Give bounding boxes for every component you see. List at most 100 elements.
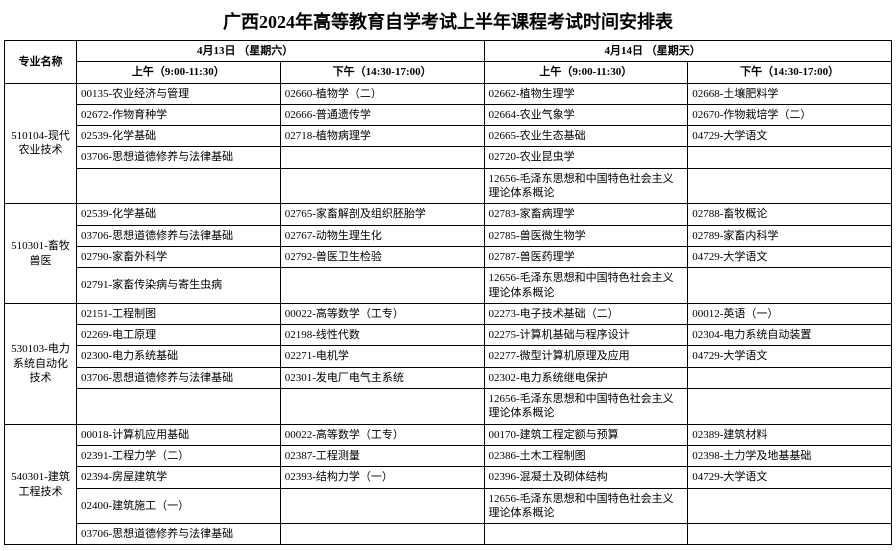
course-cell: 02664-农业气象学 [484,104,688,125]
course-cell: 02389-建筑材料 [688,424,892,445]
header-pm-a: 下午（14:30-17:00） [280,62,484,83]
table-row: 02269-电工原理02198-线性代数02275-计算机基础与程序设计0230… [5,325,892,346]
course-cell: 12656-毛泽东思想和中国特色社会主义理论体系概论 [484,488,688,524]
course-cell: 02539-化学基础 [77,126,281,147]
course-cell: 02275-计算机基础与程序设计 [484,325,688,346]
course-cell [688,524,892,545]
course-cell: 00018-计算机应用基础 [77,424,281,445]
header-pm-b: 下午（14:30-17:00） [688,62,892,83]
course-cell: 04729-大学语文 [688,467,892,488]
course-cell: 02792-兽医卫生检验 [280,246,484,267]
course-cell: 03706-思想道德修养与法律基础 [77,225,281,246]
course-cell: 02767-动物生理生化 [280,225,484,246]
course-cell: 02791-家畜传染病与寄生虫病 [77,268,281,304]
course-cell: 02668-土壤肥料学 [688,83,892,104]
course-cell [280,524,484,545]
course-cell: 00022-高等数学（工专） [280,303,484,324]
course-cell: 02387-工程测量 [280,445,484,466]
table-row: 02672-作物育种学02666-普通遗传学02664-农业气象学02670-作… [5,104,892,125]
course-cell: 02302-电力系统继电保护 [484,367,688,388]
header-date-a: 4月13日 （星期六） [77,41,485,62]
course-cell: 00022-高等数学（工专） [280,424,484,445]
course-cell [688,168,892,204]
table-row: 03706-思想道德修养与法律基础 02720-农业昆虫学 [5,147,892,168]
course-cell: 02787-兽医药理学 [484,246,688,267]
course-cell: 02398-土力学及地基基础 [688,445,892,466]
course-cell: 12656-毛泽东思想和中国特色社会主义理论体系概论 [484,389,688,425]
course-cell: 02670-作物栽培学（二） [688,104,892,125]
course-cell [688,268,892,304]
header-date-b: 4月14日 （星期天） [484,41,892,62]
course-cell: 02666-普通遗传学 [280,104,484,125]
course-cell: 02788-畜牧概论 [688,204,892,225]
course-cell: 02662-植物生理学 [484,83,688,104]
table-row: 02539-化学基础02718-植物病理学02665-农业生态基础04729-大… [5,126,892,147]
course-cell: 02720-农业昆虫学 [484,147,688,168]
course-cell: 00135-农业经济与管理 [77,83,281,104]
major-cell: 530103-电力系统自动化技术 [5,303,77,424]
table-row: 02300-电力系统基础02271-电机学02277-微型计算机原理及应用047… [5,346,892,367]
table-row: 510301-畜牧兽医02539-化学基础02765-家畜解剖及组织胚胎学027… [5,204,892,225]
course-cell [280,168,484,204]
course-cell: 02151-工程制图 [77,303,281,324]
course-cell: 02396-混凝土及砌体结构 [484,467,688,488]
header-row-dates: 专业名称 4月13日 （星期六） 4月14日 （星期天） [5,41,892,62]
course-cell: 02765-家畜解剖及组织胚胎学 [280,204,484,225]
table-row: 03706-思想道德修养与法律基础02767-动物生理生化02785-兽医微生物… [5,225,892,246]
course-cell: 02783-家畜病理学 [484,204,688,225]
course-cell: 02304-电力系统自动装置 [688,325,892,346]
major-cell: 540301-建筑工程技术 [5,424,77,545]
course-cell: 02301-发电厂电气主系统 [280,367,484,388]
course-cell [688,488,892,524]
course-cell: 02539-化学基础 [77,204,281,225]
course-cell: 02393-结构力学（一） [280,467,484,488]
course-cell: 02785-兽医微生物学 [484,225,688,246]
table-row: 03706-思想道德修养与法律基础02301-发电厂电气主系统02302-电力系… [5,367,892,388]
course-cell: 03706-思想道德修养与法律基础 [77,147,281,168]
table-row: 12656-毛泽东思想和中国特色社会主义理论体系概论 [5,168,892,204]
schedule-table: 专业名称 4月13日 （星期六） 4月14日 （星期天） 上午（9:00-11:… [4,40,892,545]
table-row: 02400-建筑施工（一） 12656-毛泽东思想和中国特色社会主义理论体系概论 [5,488,892,524]
course-cell: 12656-毛泽东思想和中国特色社会主义理论体系概论 [484,168,688,204]
course-cell: 04729-大学语文 [688,346,892,367]
header-am-a: 上午（9:00-11:30） [77,62,281,83]
course-cell: 02665-农业生态基础 [484,126,688,147]
course-cell [688,367,892,388]
course-cell: 04729-大学语文 [688,126,892,147]
table-row: 02791-家畜传染病与寄生虫病12656-毛泽东思想和中国特色社会主义理论体系… [5,268,892,304]
course-cell: 02277-微型计算机原理及应用 [484,346,688,367]
course-cell: 02394-房屋建筑学 [77,467,281,488]
table-row: 03706-思想道德修养与法律基础 [5,524,892,545]
table-row: 530103-电力系统自动化技术02151-工程制图00022-高等数学（工专）… [5,303,892,324]
course-cell [77,168,281,204]
course-cell: 00012-英语（一） [688,303,892,324]
course-cell [484,524,688,545]
table-row: 02394-房屋建筑学02393-结构力学（一）02396-混凝土及砌体结构04… [5,467,892,488]
course-cell: 03706-思想道德修养与法律基础 [77,367,281,388]
course-cell: 02718-植物病理学 [280,126,484,147]
course-cell [688,389,892,425]
table-row: 510104-现代农业技术00135-农业经济与管理02660-植物学（二）02… [5,83,892,104]
course-cell: 03706-思想道德修养与法律基础 [77,524,281,545]
course-cell: 02273-电子技术基础（二） [484,303,688,324]
course-cell: 02269-电工原理 [77,325,281,346]
table-row: 02391-工程力学（二）02387-工程测量02386-土木工程制图02398… [5,445,892,466]
course-cell: 02660-植物学（二） [280,83,484,104]
course-cell [77,389,281,425]
course-cell: 02198-线性代数 [280,325,484,346]
course-cell: 02386-土木工程制图 [484,445,688,466]
major-cell: 510301-畜牧兽医 [5,204,77,303]
course-cell [280,147,484,168]
header-am-b: 上午（9:00-11:30） [484,62,688,83]
course-cell: 04729-大学语文 [688,246,892,267]
course-cell [280,268,484,304]
header-row-times: 上午（9:00-11:30） 下午（14:30-17:00） 上午（9:00-1… [5,62,892,83]
header-major: 专业名称 [5,41,77,84]
course-cell: 02789-家畜内科学 [688,225,892,246]
course-cell [280,488,484,524]
table-row: 540301-建筑工程技术00018-计算机应用基础00022-高等数学（工专）… [5,424,892,445]
major-cell: 510104-现代农业技术 [5,83,77,204]
course-cell: 02400-建筑施工（一） [77,488,281,524]
page-title: 广西2024年高等教育自学考试上半年课程考试时间安排表 [4,4,892,40]
table-body: 510104-现代农业技术00135-农业经济与管理02660-植物学（二）02… [5,83,892,545]
